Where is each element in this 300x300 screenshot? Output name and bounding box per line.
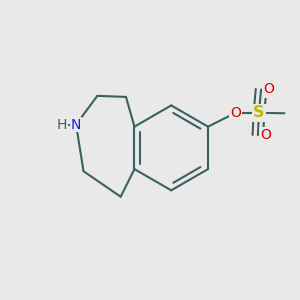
Text: H: H xyxy=(56,118,67,131)
Text: S: S xyxy=(253,105,265,120)
Text: O: O xyxy=(260,128,272,142)
Text: O: O xyxy=(230,106,241,120)
Text: N: N xyxy=(71,118,81,131)
Text: O: O xyxy=(264,82,274,97)
